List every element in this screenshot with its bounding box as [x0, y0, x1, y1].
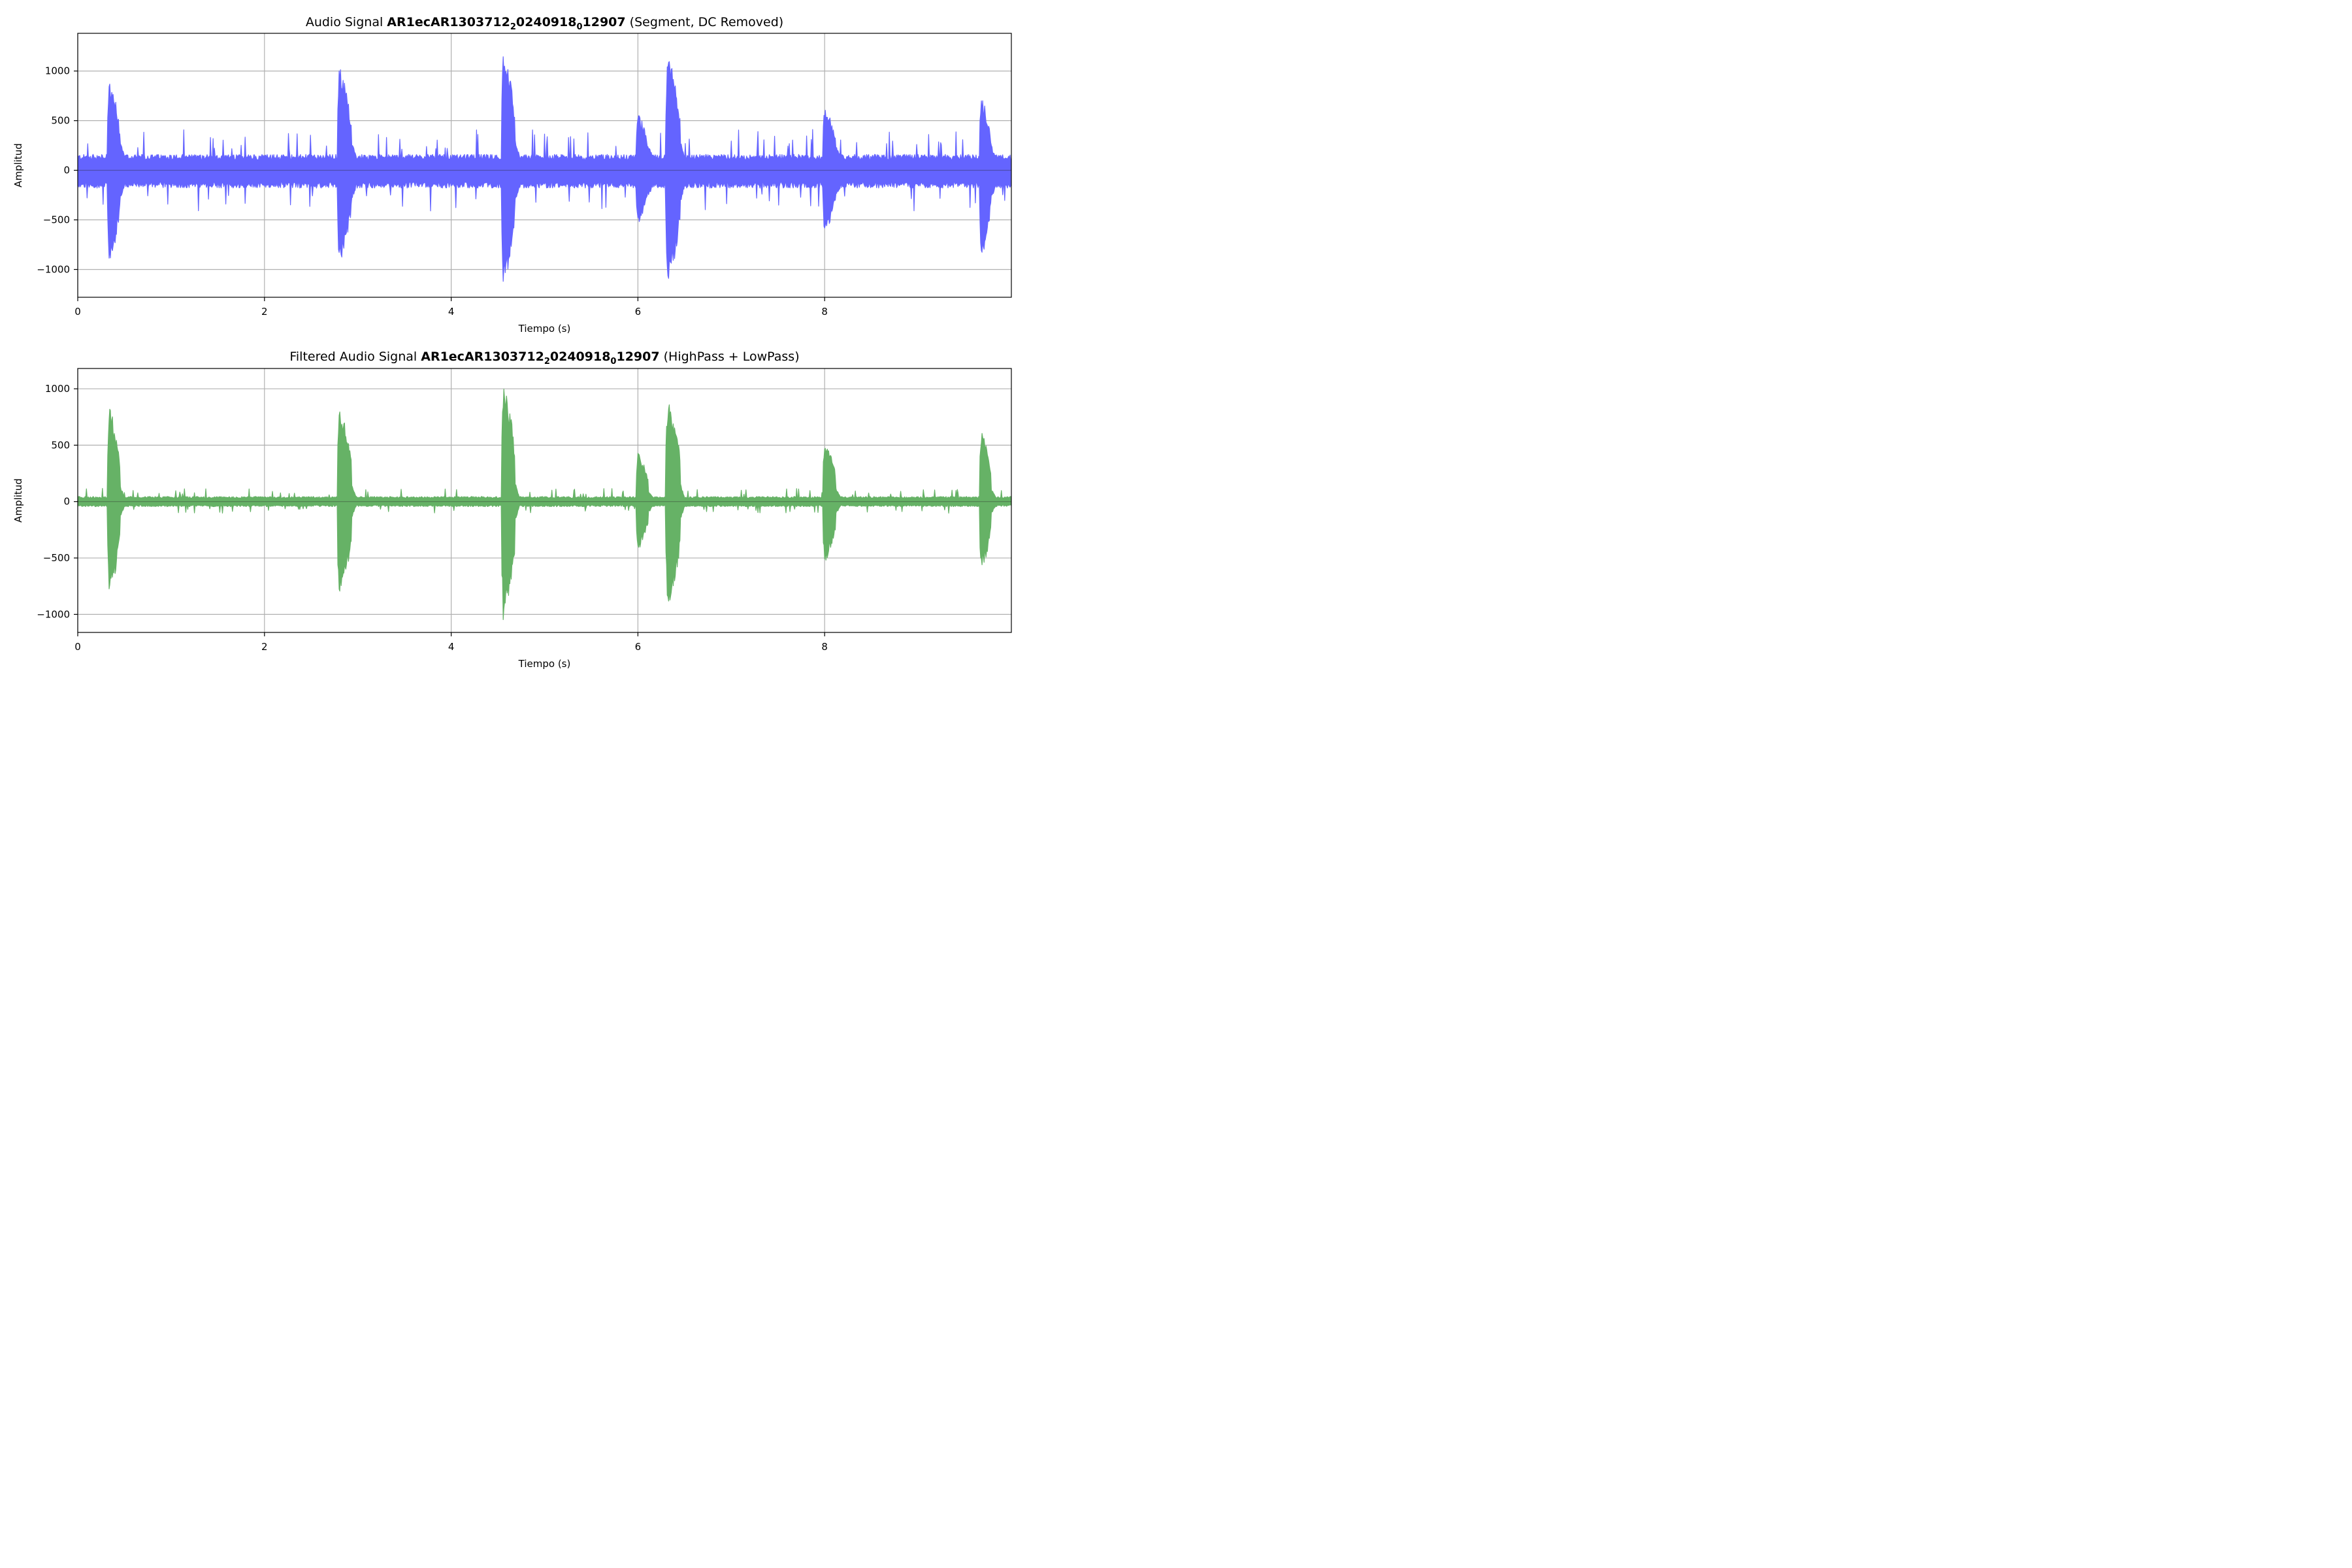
x-tick-label: 6 — [635, 306, 642, 318]
y-tick-label: 500 — [51, 439, 70, 451]
y-tick-label: 500 — [51, 115, 70, 127]
y-axis-label: Amplitud — [12, 478, 24, 523]
x-axis-label: Tiempo (s) — [518, 658, 571, 670]
chart-filtered-signal: 0 2 4 6 8 −1000 −500 0 500 1000 Tiempo (s) Amplitud… — [12, 350, 1012, 670]
chart-raw-signal: 0 2 4 6 8 −1000 −500 0 500 1000 Tiempo (s) Amplitud… — [12, 15, 1012, 335]
y-tick-label: −1000 — [37, 263, 70, 275]
figure: 0 2 4 6 8 −1000 −500 0 500 1000 Tiempo (s) Amplitud… — [0, 0, 1024, 683]
axes-frame — [77, 33, 1012, 298]
x-tick-label: 8 — [821, 306, 828, 318]
x-tick-label: 2 — [261, 306, 268, 318]
y-tick-label: −1000 — [37, 608, 70, 620]
x-tick-label: 6 — [635, 641, 642, 653]
y-tick-label: 1000 — [45, 383, 70, 395]
y-tick-label: 1000 — [45, 65, 70, 77]
x-tick-label: 4 — [448, 641, 455, 653]
x-tick-label: 0 — [74, 641, 81, 653]
x-axis-label: Tiempo (s) — [518, 323, 571, 335]
y-tick-label: −500 — [43, 214, 70, 226]
waveform-series — [78, 388, 1011, 621]
y-tick-label: 0 — [63, 496, 70, 508]
y-tick-label: 0 — [63, 165, 70, 176]
y-tick-label: −500 — [43, 552, 70, 564]
x-tick-label: 8 — [821, 641, 828, 653]
chart-title: Audio Signal AR1ecAR13037122024091801290… — [306, 15, 783, 32]
axes-frame — [77, 368, 1012, 633]
y-axis-label: Amplitud — [12, 143, 24, 188]
x-tick-label: 2 — [261, 641, 268, 653]
chart-title: Filtered Audio Signal AR1ecAR13037122024… — [289, 350, 799, 367]
x-tick-label: 4 — [448, 306, 455, 318]
waveform-series — [78, 56, 1011, 282]
x-tick-label: 0 — [74, 306, 81, 318]
